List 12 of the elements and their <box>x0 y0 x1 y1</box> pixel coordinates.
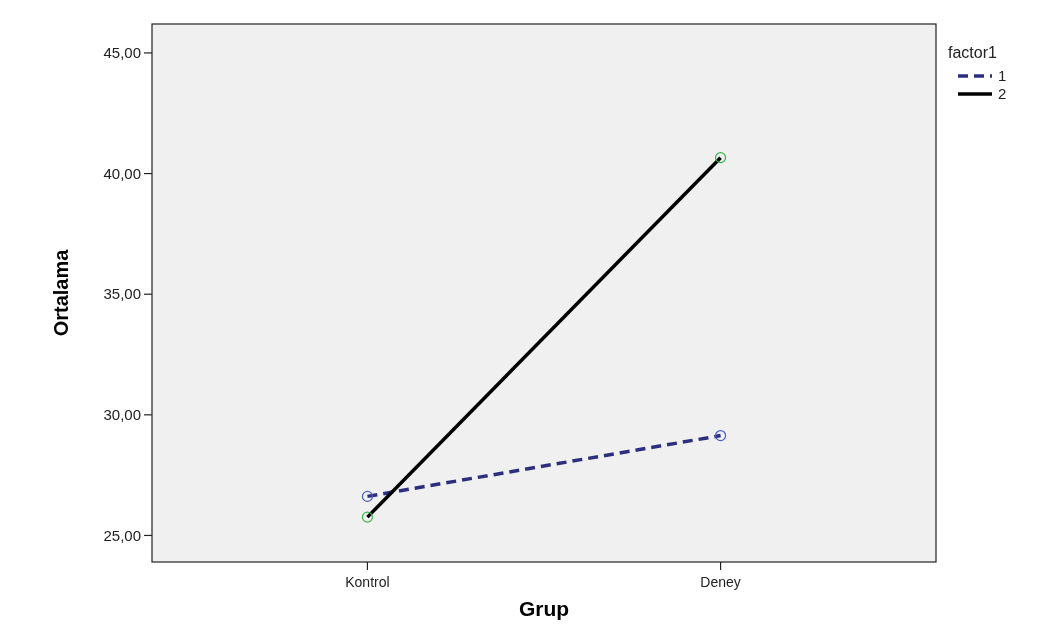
y-tick-label: 30,00 <box>103 406 141 424</box>
y-tick-label: 40,00 <box>103 164 141 182</box>
legend-label: 2 <box>998 85 1007 103</box>
y-tick-label: 45,00 <box>103 44 141 62</box>
y-tick-label: 35,00 <box>103 285 141 303</box>
legend-label: 1 <box>998 67 1007 85</box>
y-tick-label: 25,00 <box>103 526 141 544</box>
legend-title: factor1 <box>948 44 998 61</box>
y-axis-title: Ortalama <box>50 248 72 337</box>
x-tick-label: Kontrol <box>345 574 390 590</box>
x-tick-label: Deney <box>700 574 741 590</box>
x-axis-title: Grup <box>518 597 570 620</box>
